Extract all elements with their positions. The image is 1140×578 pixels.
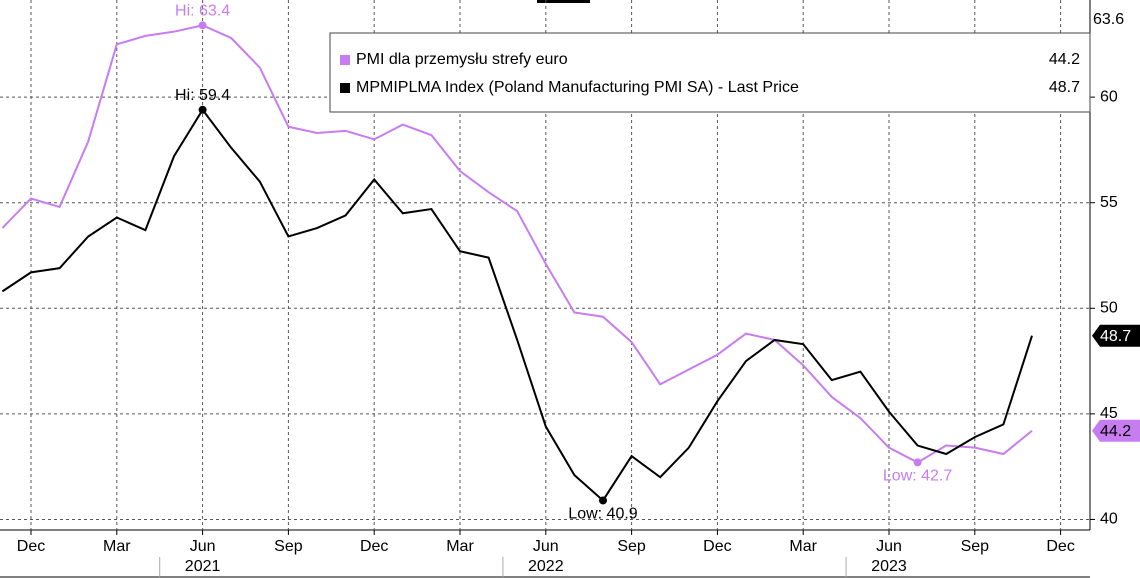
last-value-label: 44.2 bbox=[1100, 423, 1131, 440]
x-tick-label: Jun bbox=[190, 538, 216, 555]
top-marker bbox=[537, 0, 590, 3]
x-tick-label: Sep bbox=[961, 538, 990, 555]
x-tick-label: Jun bbox=[533, 538, 559, 555]
legend-swatch bbox=[340, 83, 350, 93]
x-tick-label: Mar bbox=[446, 538, 474, 555]
legend-value: 48.7 bbox=[1049, 79, 1080, 96]
x-tick-label: Dec bbox=[703, 538, 731, 555]
y-axis-top-label: 63.6 bbox=[1093, 11, 1124, 28]
y-tick-label: 40 bbox=[1100, 511, 1118, 528]
hi-label: Hi: 63.4 bbox=[175, 3, 230, 20]
hi-label: Hi: 59.4 bbox=[175, 87, 230, 104]
legend-swatch bbox=[340, 55, 350, 65]
last-value-tag bbox=[1092, 324, 1140, 347]
low-marker bbox=[913, 458, 922, 467]
legend-label: MPMIPLMA Index (Poland Manufacturing PMI… bbox=[356, 79, 799, 96]
last-value-tag bbox=[1092, 419, 1140, 442]
hi-marker bbox=[198, 21, 207, 30]
low-marker bbox=[599, 496, 607, 505]
low-label: Low: 40.9 bbox=[568, 506, 637, 523]
hi-marker bbox=[198, 105, 207, 114]
legend-label: PMI dla przemysłu strefy euro bbox=[356, 51, 568, 68]
legend: PMI dla przemysłu strefy euro 44.2 MPMIPLM… bbox=[329, 32, 1091, 113]
legend-box bbox=[329, 32, 1091, 113]
x-tick-label: Jun bbox=[876, 538, 902, 555]
y-tick-label: 55 bbox=[1100, 194, 1118, 211]
year-label: 2021 bbox=[185, 558, 221, 575]
series-line bbox=[1, 108, 1033, 502]
low-label: Low: 42.7 bbox=[883, 468, 952, 485]
legend-value: 44.2 bbox=[1049, 51, 1080, 68]
x-tick-label: Dec bbox=[1046, 538, 1074, 555]
last-value-label: 48.7 bbox=[1100, 328, 1131, 345]
x-tick-label: Dec bbox=[360, 538, 388, 555]
year-label: 2023 bbox=[871, 558, 907, 575]
x-tick-label: Sep bbox=[274, 538, 303, 555]
x-tick-label: Mar bbox=[789, 538, 817, 555]
x-tick-label: Sep bbox=[617, 538, 646, 555]
y-tick-label: 50 bbox=[1100, 300, 1118, 317]
series-line bbox=[1, 24, 1033, 464]
x-tick-label: Mar bbox=[103, 538, 131, 555]
y-tick-label: 45 bbox=[1100, 405, 1118, 422]
year-label: 2022 bbox=[528, 558, 564, 575]
y-tick-label: 60 bbox=[1100, 88, 1118, 105]
x-tick-label: Dec bbox=[17, 538, 45, 555]
